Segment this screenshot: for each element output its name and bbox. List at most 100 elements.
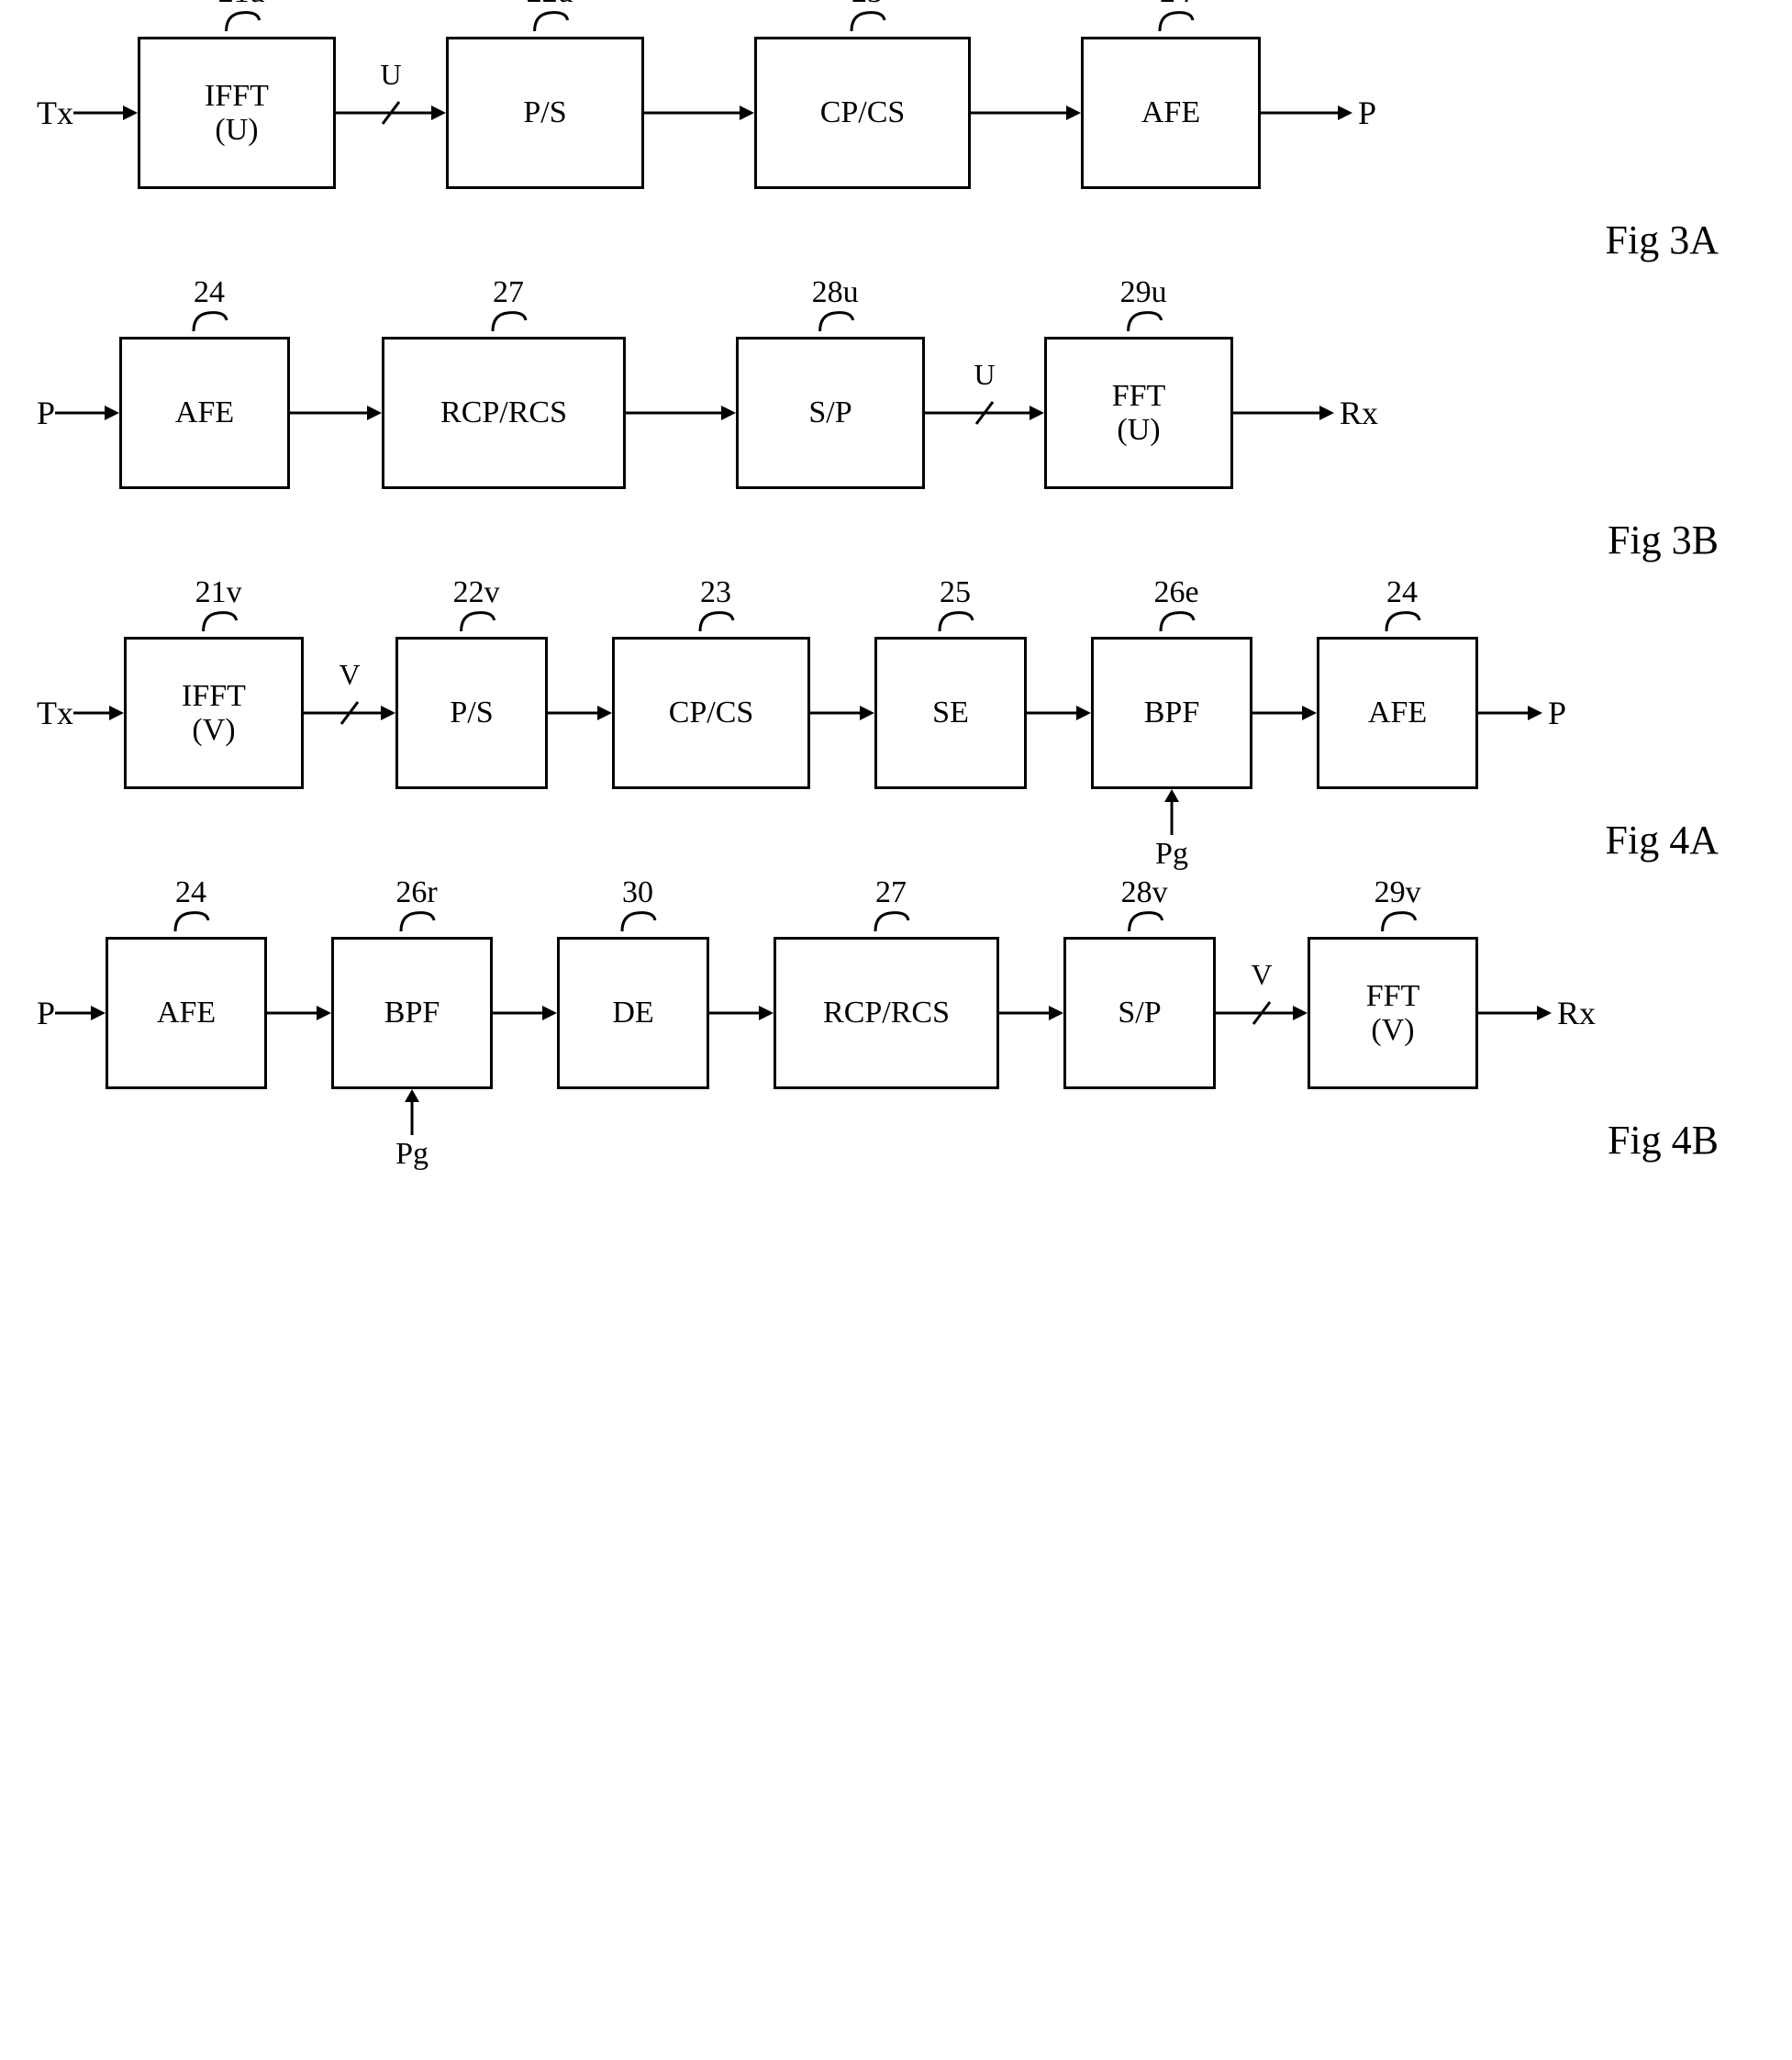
block-chain: P24 AFE27 RCP/RCS28u S/PU29u FFT(U) Rx xyxy=(37,337,1755,489)
block-28v: 28v S/P xyxy=(1063,937,1216,1089)
bus-width-label: U xyxy=(974,358,995,392)
block-chain: Tx21v IFFT(V)V22v P/S23 CP/CS25 SE26e BP… xyxy=(37,637,1755,789)
output-label: P xyxy=(1548,694,1566,732)
figure-3B: P24 AFE27 RCP/RCS28u S/PU29u FFT(U) RxFi… xyxy=(37,337,1755,563)
bottom-input: Pg xyxy=(1155,789,1188,871)
reference-label: 30 xyxy=(615,875,661,933)
reference-label: 29u xyxy=(1120,275,1167,333)
block-23: 23 CP/CS xyxy=(612,637,810,789)
reference-label: 24 xyxy=(186,275,232,333)
block-26e: 26e BPF Pg xyxy=(1091,637,1252,789)
input-label: P xyxy=(37,394,55,432)
arrow xyxy=(1027,695,1091,731)
block-text: SE xyxy=(932,696,969,729)
block-chain: P24 AFE26r BPF Pg30 DE27 RCP/RCS28v S/PV… xyxy=(37,937,1755,1089)
diagram-root: Tx21u IFFT(U)U22u P/S23 CP/CS24 AFE PFig… xyxy=(37,37,1755,1164)
block-text: (V) xyxy=(192,713,235,747)
block-text: (U) xyxy=(1117,413,1160,447)
block-24: 24 AFE xyxy=(1317,637,1478,789)
reference-label: 24 xyxy=(1152,0,1198,33)
block-text: IFFT xyxy=(182,679,246,713)
arrow: U xyxy=(925,395,1044,431)
arrow xyxy=(548,695,612,731)
block-text: DE xyxy=(612,996,653,1030)
arrow xyxy=(1233,395,1334,431)
arrow xyxy=(626,395,736,431)
reference-label: 29v xyxy=(1375,875,1421,933)
reference-label: 23 xyxy=(844,0,890,33)
reference-label: 21v xyxy=(195,575,242,633)
arrow xyxy=(1478,995,1552,1031)
arrow xyxy=(55,995,106,1031)
output-label: Rx xyxy=(1557,994,1596,1032)
arrow: V xyxy=(304,695,395,731)
block-text: P/S xyxy=(450,696,493,729)
block-24: 24 AFE xyxy=(106,937,267,1089)
reference-label: 23 xyxy=(693,575,739,633)
arrow xyxy=(1252,695,1317,731)
input-label: Tx xyxy=(37,94,73,132)
bus-width-label: V xyxy=(339,658,360,692)
reference-label: 25 xyxy=(932,575,978,633)
block-text: (V) xyxy=(1371,1013,1414,1047)
arrow xyxy=(267,995,331,1031)
reference-label: 27 xyxy=(485,275,531,333)
block-27: 27 RCP/RCS xyxy=(382,337,626,489)
arrow xyxy=(290,395,382,431)
block-text: P/S xyxy=(523,95,566,129)
arrow xyxy=(709,995,774,1031)
arrow xyxy=(999,995,1063,1031)
arrow xyxy=(1261,95,1352,131)
block-text: IFFT xyxy=(205,79,269,113)
reference-label: 27 xyxy=(868,875,914,933)
block-text: BPF xyxy=(384,996,440,1030)
bus-width-label: V xyxy=(1251,958,1272,992)
reference-label: 22u xyxy=(527,0,573,33)
block-text: RCP/RCS xyxy=(440,395,567,429)
block-text: RCP/RCS xyxy=(823,996,950,1030)
block-text: AFE xyxy=(1141,95,1200,129)
block-text: (U) xyxy=(215,113,258,147)
figure-caption: Fig 4A xyxy=(37,817,1719,863)
reference-label: 24 xyxy=(1379,575,1425,633)
block-21v: 21v IFFT(V) xyxy=(124,637,304,789)
block-text: S/P xyxy=(808,395,851,429)
reference-label: 28u xyxy=(812,275,859,333)
block-24: 24 AFE xyxy=(1081,37,1261,189)
input-label: Tx xyxy=(37,694,73,732)
output-label: Rx xyxy=(1340,394,1378,432)
block-chain: Tx21u IFFT(U)U22u P/S23 CP/CS24 AFE P xyxy=(37,37,1755,189)
bus-width-label: U xyxy=(380,58,401,92)
bottom-input-label: Pg xyxy=(395,1137,429,1171)
block-26r: 26r BPF Pg xyxy=(331,937,493,1089)
bottom-input: Pg xyxy=(395,1089,429,1171)
arrow: V xyxy=(1216,995,1308,1031)
block-28u: 28u S/P xyxy=(736,337,925,489)
block-23: 23 CP/CS xyxy=(754,37,971,189)
reference-label: 26r xyxy=(394,875,440,933)
arrow xyxy=(1478,695,1542,731)
bottom-input-label: Pg xyxy=(1155,837,1188,871)
figure-caption: Fig 3A xyxy=(37,217,1719,263)
input-label: P xyxy=(37,994,55,1032)
block-text: FFT xyxy=(1366,979,1420,1013)
block-22v: 22v P/S xyxy=(395,637,548,789)
reference-label: 26e xyxy=(1153,575,1199,633)
block-text: AFE xyxy=(1368,696,1427,729)
block-22u: 22u P/S xyxy=(446,37,644,189)
arrow xyxy=(971,95,1081,131)
block-29u: 29u FFT(U) xyxy=(1044,337,1233,489)
output-label: P xyxy=(1358,94,1376,132)
block-27: 27 RCP/RCS xyxy=(774,937,999,1089)
block-30: 30 DE xyxy=(557,937,709,1089)
block-29v: 29v FFT(V) xyxy=(1308,937,1478,1089)
arrow xyxy=(810,695,874,731)
block-text: AFE xyxy=(175,395,234,429)
reference-label: 21u xyxy=(218,0,265,33)
block-text: S/P xyxy=(1118,996,1161,1030)
reference-label: 24 xyxy=(168,875,214,933)
arrow xyxy=(73,95,138,131)
arrow xyxy=(493,995,557,1031)
block-text: CP/CS xyxy=(820,95,906,129)
reference-label: 22v xyxy=(453,575,500,633)
